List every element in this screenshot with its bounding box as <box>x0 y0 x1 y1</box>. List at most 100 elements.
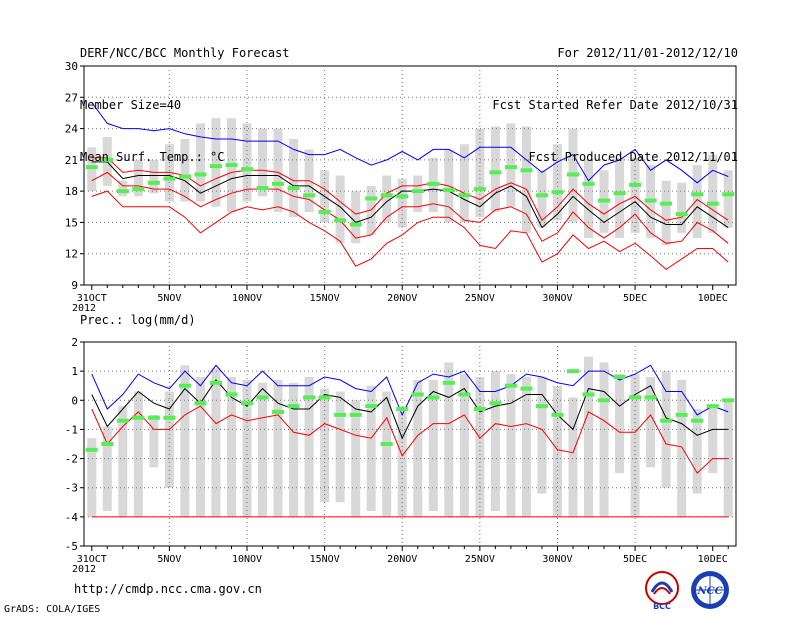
prec-spread-bar <box>428 379 438 512</box>
prec-spread-bar <box>599 362 609 517</box>
temp-obs-marker <box>722 192 735 197</box>
prec-obs-marker <box>365 404 378 409</box>
prec-spread-bar <box>180 365 190 517</box>
prec-obs-marker <box>411 392 424 397</box>
temp-spread-bar <box>490 126 500 212</box>
temp-obs-marker <box>209 164 222 169</box>
prec-obs-marker <box>644 395 657 400</box>
forecast-period: For 2012/11/01-2012/12/10 <box>557 46 738 60</box>
temp-spread-bar <box>133 159 143 197</box>
prec-spread-bar <box>646 376 656 468</box>
prec-spread-bar <box>211 368 221 517</box>
temp-spread-bar <box>661 180 671 246</box>
prec-obs-marker <box>85 447 98 452</box>
temp-obs-marker <box>365 196 378 201</box>
temp-spread-bar <box>211 118 221 207</box>
temp-obs-marker <box>644 198 657 203</box>
temp-y-tick-label: 18 <box>65 185 78 198</box>
prec-obs-marker <box>225 392 238 397</box>
prec-x-tick-label: 30NOV <box>542 554 572 565</box>
prec-y-tick-label: 1 <box>71 365 78 378</box>
prec-obs-marker <box>706 404 719 409</box>
prec-x-tick-label: 20NOV <box>387 554 417 565</box>
temp-obs-marker <box>660 201 673 206</box>
temp-x-tick-label: 5NOV <box>157 293 181 304</box>
ncc-logo-text: NCC <box>696 586 722 597</box>
prec-obs-marker <box>691 418 704 423</box>
temp-obs-marker <box>489 170 502 175</box>
temp-spread-bar <box>537 170 547 228</box>
prec-spread-bar <box>133 391 143 517</box>
temp-obs-marker <box>163 176 176 181</box>
prec-obs-marker <box>675 412 688 417</box>
prec-obs-marker <box>582 392 595 397</box>
prec-spread-bar <box>320 388 330 503</box>
temp-obs-marker <box>613 191 626 196</box>
temp-spread-bar <box>459 144 469 223</box>
prec-spread-bar <box>552 385 562 517</box>
prec-spread-bar <box>242 379 252 517</box>
temp-spread-bar <box>630 157 640 233</box>
temp-spread-bar <box>615 157 625 239</box>
temp-obs-marker <box>349 222 362 227</box>
prec-obs-marker <box>396 407 409 412</box>
temp-obs-marker <box>520 168 533 173</box>
source-url[interactable]: http://cmdp.ncc.cma.gov.cn <box>74 582 262 596</box>
temp-obs-marker <box>147 180 160 185</box>
prec-spread-bar <box>164 391 174 488</box>
temp-obs-marker <box>101 157 114 162</box>
prec-mean-line <box>91 379 729 440</box>
temp-y-tick-label: 30 <box>65 60 78 73</box>
prec-spread-bar <box>459 374 469 517</box>
prec-y-tick-label: -4 <box>65 511 79 524</box>
prec-obs-marker <box>101 442 114 446</box>
prec-year-label: 2012 <box>72 564 96 575</box>
temp-obs-marker <box>582 181 595 186</box>
prec-spread-bar <box>87 438 97 517</box>
prec-spread-bar <box>506 374 516 517</box>
temp-obs-marker <box>396 194 409 199</box>
temp-obs-marker <box>551 190 564 195</box>
temp-obs-marker <box>427 181 440 186</box>
temp-y-tick-label: 15 <box>65 216 78 229</box>
prec-obs-marker <box>241 401 253 406</box>
temp-spread-bar <box>87 147 97 192</box>
temp-spread-bar <box>723 170 733 228</box>
prec-obs-marker <box>349 412 362 417</box>
temp-lower-line <box>91 171 729 244</box>
prec-spread-bar <box>226 376 236 517</box>
ncc-logo: NCC <box>691 571 729 609</box>
temp-obs-marker <box>334 218 347 223</box>
prec-obs-marker <box>318 395 331 400</box>
prec-spread-bar <box>149 414 159 468</box>
temp-obs-marker <box>675 212 688 217</box>
prec-obs-marker <box>489 401 502 406</box>
temp-spread-bar <box>335 175 345 244</box>
prec-obs-marker <box>209 380 222 385</box>
prec-spread-bar <box>661 371 671 488</box>
temp-obs-marker <box>504 165 517 170</box>
temp-spread-bar <box>413 175 423 212</box>
prec-obs-marker <box>272 409 285 414</box>
prec-obs-marker <box>629 395 642 400</box>
temp-spread-bar <box>382 175 392 223</box>
prec-y-tick-label: 0 <box>71 394 78 407</box>
temp-frame <box>83 65 737 286</box>
prec-y-tick-label: 2 <box>71 336 78 349</box>
temp-y-tick-label: 12 <box>65 248 78 261</box>
prec-y-tick-label: -3 <box>65 482 78 495</box>
prec-spread-bar <box>273 379 283 517</box>
temp-x-tick-label: 10NOV <box>232 293 262 304</box>
temp-spread-bar <box>708 154 718 233</box>
prec-spread-bar <box>568 397 578 517</box>
prec-spread-bar <box>289 382 299 517</box>
prec-spread-bar <box>708 406 718 474</box>
prec-spread-bar <box>537 376 547 494</box>
prec-obs-marker <box>473 407 486 412</box>
temp-obs-marker <box>380 193 393 198</box>
prec-spread-bar <box>397 411 407 517</box>
prec-obs-marker <box>334 412 347 417</box>
temp-obs-marker <box>458 193 471 198</box>
prec-variable-label: Prec.: log(mm/d) <box>80 313 196 327</box>
